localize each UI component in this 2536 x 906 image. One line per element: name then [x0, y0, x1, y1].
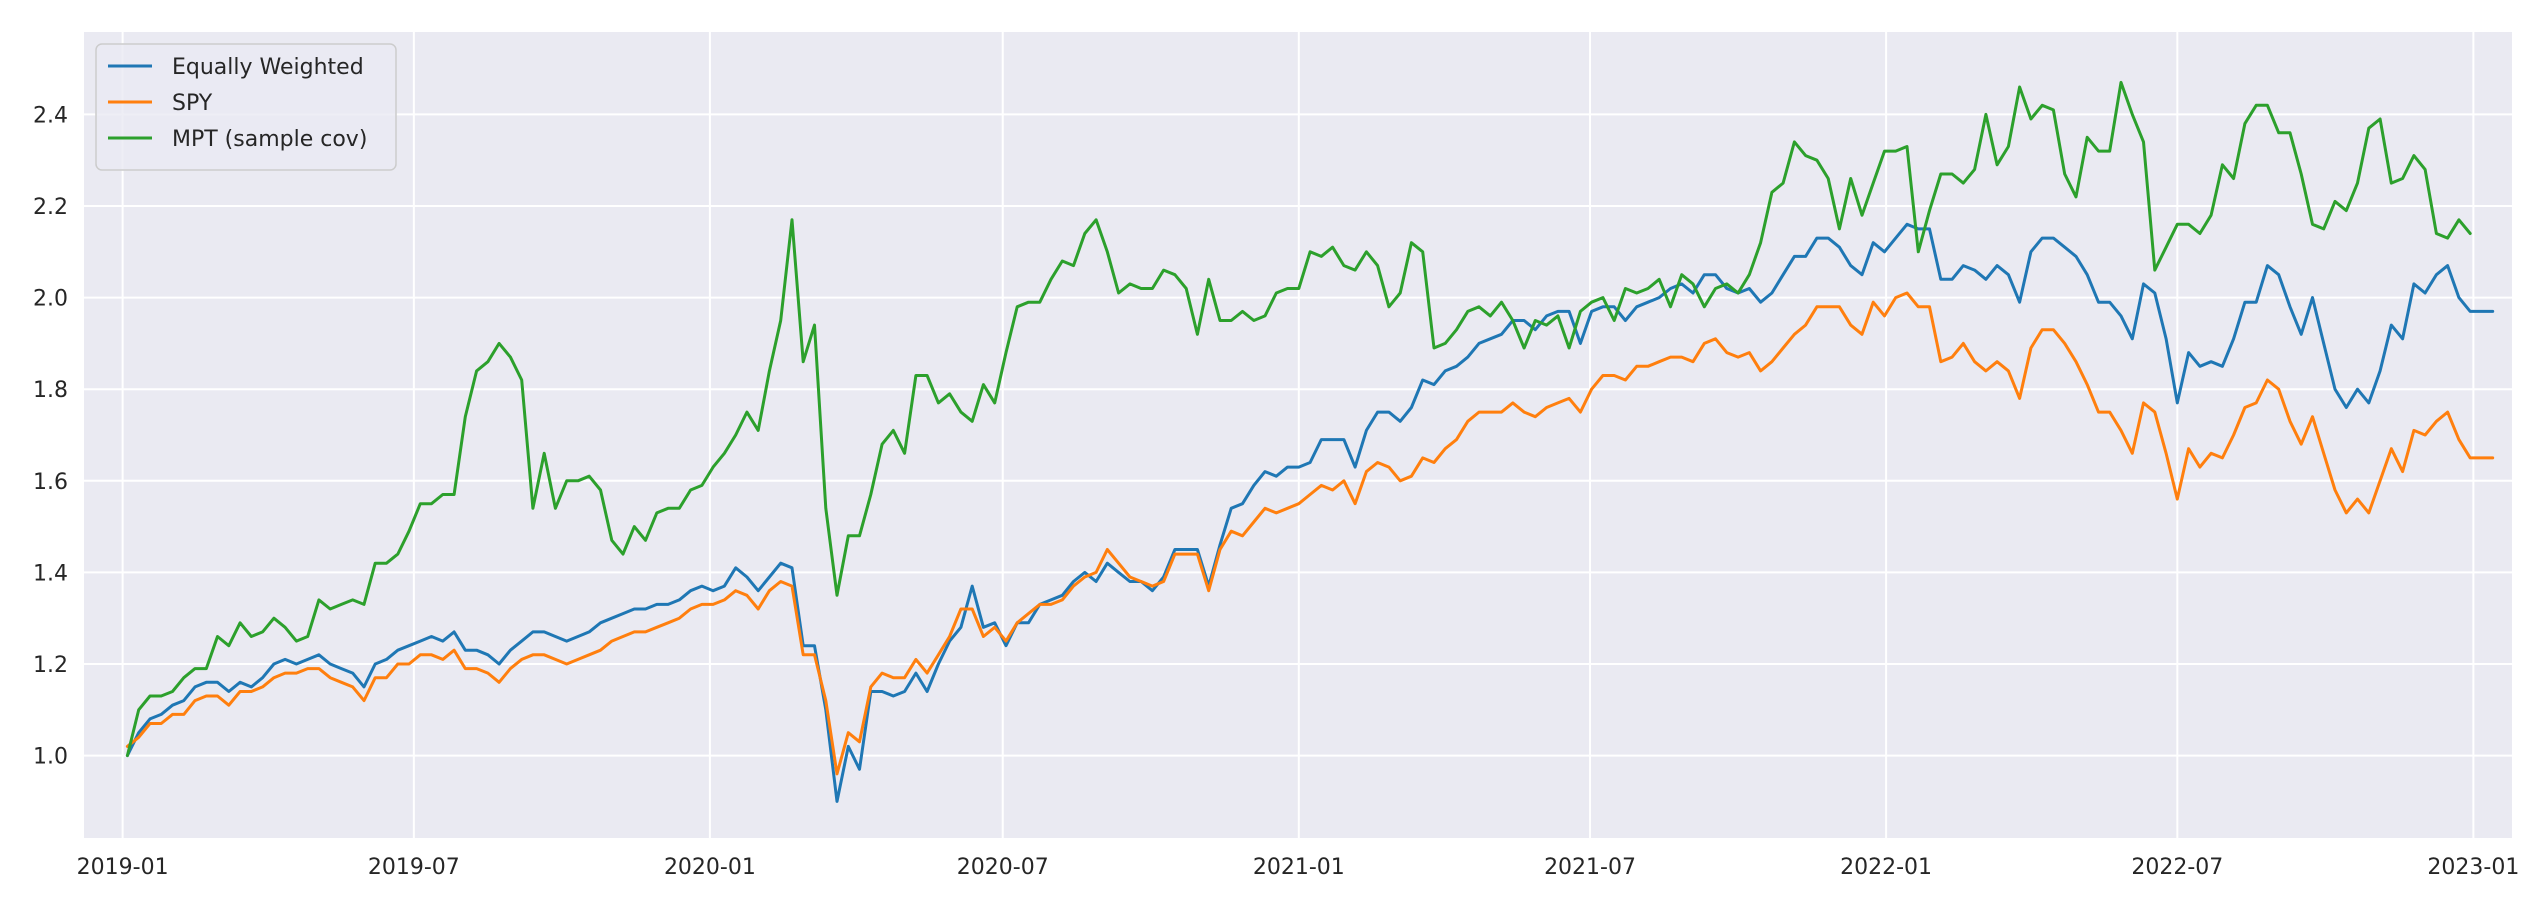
- legend-label: Equally Weighted: [172, 55, 364, 80]
- series-line-equally-weighted: [125, 222, 2495, 803]
- x-axis-tick-labels: 2019-01 2019-07 2020-01 2020-07 2021-01 2021-…: [77, 855, 2520, 880]
- x-tick-label: 2019-07: [368, 855, 460, 880]
- legend-label: MPT (sample cov): [172, 127, 367, 152]
- x-tick-label: 2021-07: [1544, 855, 1636, 880]
- legend-label: SPY: [172, 91, 213, 116]
- x-tick-label: 2019-01: [77, 855, 169, 880]
- x-tick-label: 2022-07: [2131, 855, 2223, 880]
- y-tick-label: 2.0: [33, 287, 68, 312]
- y-tick-label: 1.6: [33, 470, 68, 495]
- y-tick-label: 1.2: [33, 653, 68, 678]
- y-tick-label: 1.8: [33, 378, 68, 403]
- x-tick-label: 2023-01: [2427, 855, 2519, 880]
- legend: Equally Weighted SPY MPT (sample cov): [95, 43, 397, 171]
- y-tick-label: 1.0: [33, 745, 68, 770]
- x-tick-label: 2022-01: [1840, 855, 1932, 880]
- y-tick-label: 2.2: [33, 195, 68, 220]
- series-layer: [125, 80, 2495, 803]
- x-tick-label: 2021-01: [1253, 855, 1345, 880]
- y-tick-label: 2.4: [33, 103, 68, 128]
- y-tick-label: 1.4: [33, 561, 68, 586]
- legend-box: [95, 43, 397, 171]
- y-gridlines: [84, 113, 2512, 757]
- x-tick-label: 2020-07: [957, 855, 1049, 880]
- y-axis-tick-labels: 1.0 1.2 1.4 1.6 1.8 2.0 2.2 2.4: [33, 103, 68, 769]
- series-line-mpt-sample-cov: [125, 80, 2472, 758]
- series-line-spy: [125, 291, 2495, 776]
- x-tick-label: 2020-01: [664, 855, 756, 880]
